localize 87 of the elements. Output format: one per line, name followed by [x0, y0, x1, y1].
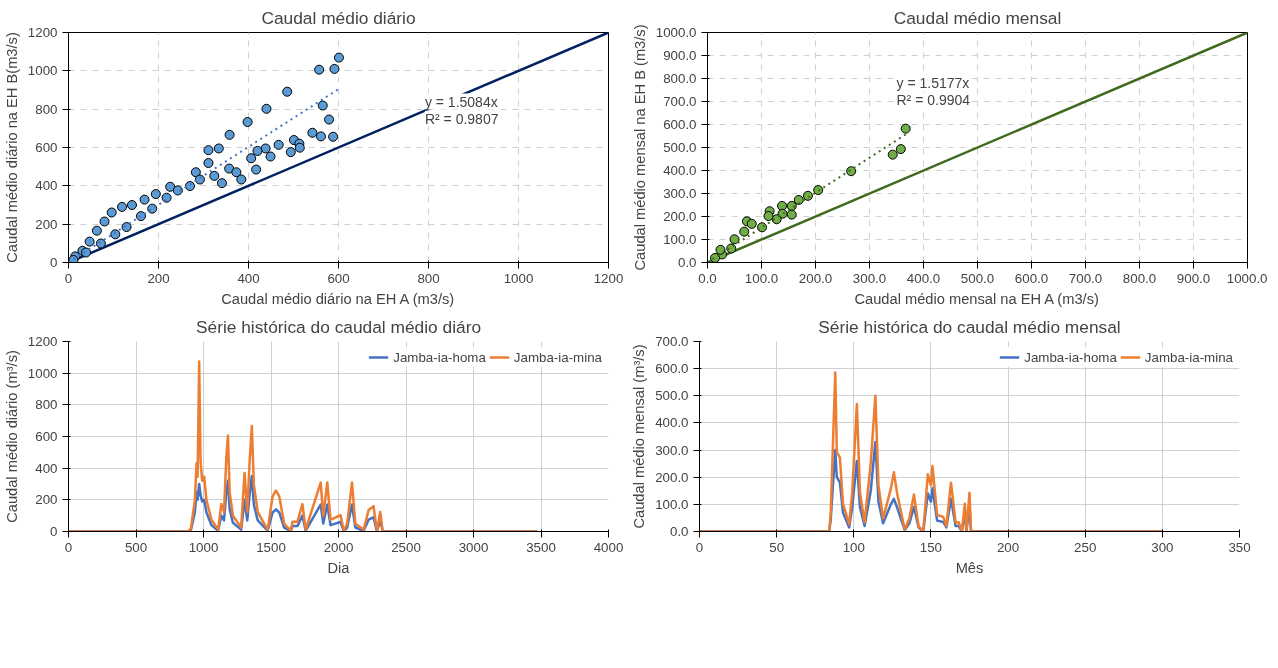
x-tick-label: 3500: [526, 539, 556, 555]
chart-title: Série histórica do caudal médio diáro: [195, 316, 482, 337]
y-tick-label: 800.0: [663, 71, 697, 86]
x-tick-label: 500.0: [960, 270, 995, 286]
x-tick-label: 1000: [188, 539, 219, 555]
x-tick-label: 800: [417, 270, 440, 286]
x-axis-title: Dia: [327, 559, 351, 576]
y-tick-label: 400.0: [663, 163, 697, 178]
y-tick-label: 400.0: [655, 415, 689, 431]
chart-title: Série histórica do caudal médio mensal: [818, 316, 1121, 337]
x-tick-label: 300.0: [852, 270, 887, 286]
annotation: y = 1.5084x: [424, 93, 498, 110]
y-tick-label: 200.0: [663, 209, 697, 224]
y-tick-label: 200.0: [655, 469, 689, 485]
y-axis-title: Caudal médio mensal (m³/s): [631, 344, 648, 529]
y-tick-label: 1000: [27, 63, 58, 79]
y-tick-label: 1000: [27, 365, 58, 381]
y-tick-label: 400: [35, 178, 58, 194]
annotation: y = 1.5177x: [896, 75, 970, 92]
y-tick-label: 700.0: [663, 94, 697, 109]
y-tick-label: 500.0: [663, 140, 697, 155]
x-tick-label: 200.0: [798, 270, 833, 286]
x-tick-label: 1000: [503, 270, 534, 286]
y-tick-label: 300.0: [663, 186, 697, 201]
x-tick-label: 1500: [256, 539, 286, 555]
x-tick-label: 0.0: [698, 270, 717, 286]
annotation: R² = 0.9904: [896, 92, 971, 109]
y-tick-label: 1200: [27, 334, 58, 349]
x-tick-label: 400: [237, 270, 260, 286]
x-tick-label: 50: [769, 539, 785, 555]
y-axis-title: Caudal médio mensal na EH B (m3/s): [631, 24, 648, 271]
y-tick-label: 1000.0: [655, 25, 697, 40]
x-tick-label: 100: [842, 539, 865, 555]
x-tick-label: 200: [147, 270, 170, 286]
y-tick-label: 300.0: [655, 442, 689, 458]
y-tick-label: 0: [50, 255, 58, 270]
x-tick-label: 1000.0: [1226, 270, 1268, 286]
legend-label: Jamba-ia-homa: [393, 349, 486, 365]
y-tick-label: 600: [35, 429, 58, 444]
x-tick-label: 800.0: [1122, 270, 1157, 286]
x-tick-label: 1200: [593, 270, 624, 286]
x-tick-label: 200: [996, 539, 1020, 555]
y-tick-label: 600.0: [663, 117, 697, 132]
x-tick-label: 250: [1074, 539, 1097, 555]
x-tick-label: 0: [64, 539, 73, 555]
y-tick-label: 100.0: [663, 232, 697, 247]
x-tick-label: 350: [1228, 539, 1251, 555]
x-tick-label: 500: [124, 539, 148, 555]
x-tick-label: 400.0: [906, 270, 941, 286]
x-tick-label: 300: [1151, 539, 1174, 555]
y-tick-label: 100.0: [655, 496, 689, 512]
y-tick-label: 200: [35, 492, 58, 508]
x-tick-label: 600: [327, 270, 350, 286]
y-tick-label: 0.0: [669, 524, 689, 539]
x-tick-label: 0: [64, 270, 73, 286]
y-tick-label: 600: [35, 140, 58, 155]
chart-title: Caudal médio diário: [261, 7, 416, 28]
y-tick-label: 200: [35, 216, 58, 232]
y-tick-label: 1200: [27, 25, 58, 40]
y-tick-label: 0.0: [677, 255, 697, 270]
legend-label: Jamba-ia-mina: [1144, 349, 1233, 365]
y-tick-label: 800: [35, 101, 58, 117]
x-axis-title: Caudal médio diário na EH A (m3/s): [221, 290, 455, 307]
chart-title: Caudal médio mensal: [893, 7, 1062, 28]
x-tick-label: 700.0: [1068, 270, 1103, 286]
y-tick-label: 700.0: [655, 334, 689, 349]
y-tick-label: 900.0: [663, 48, 697, 63]
y-tick-label: 500.0: [655, 388, 689, 404]
x-tick-label: 900.0: [1176, 270, 1211, 286]
y-tick-label: 400: [35, 460, 58, 476]
x-axis-title: Mês: [955, 559, 984, 576]
x-tick-label: 2500: [391, 539, 421, 555]
x-tick-label: 150: [919, 539, 943, 555]
x-tick-label: 3000: [458, 539, 489, 555]
x-tick-label: 4000: [593, 539, 624, 555]
annotation: R² = 0.9807: [424, 110, 499, 127]
x-tick-label: 2000: [323, 539, 354, 555]
legend-label: Jamba-ia-homa: [1024, 349, 1117, 365]
legend-label: Jamba-ia-mina: [513, 349, 602, 365]
y-tick-label: 600.0: [655, 361, 689, 377]
y-axis-title: Caudal médio diário (m³/s): [3, 350, 20, 523]
y-tick-label: 0: [50, 524, 58, 539]
y-axis-title: Caudal médio diário na EH B(m3/s): [3, 32, 20, 263]
x-tick-label: 100.0: [744, 270, 779, 286]
y-tick-label: 800: [35, 397, 58, 413]
x-axis-title: Caudal médio mensal na EH A (m3/s): [854, 290, 1099, 307]
x-tick-label: 600.0: [1014, 270, 1049, 286]
